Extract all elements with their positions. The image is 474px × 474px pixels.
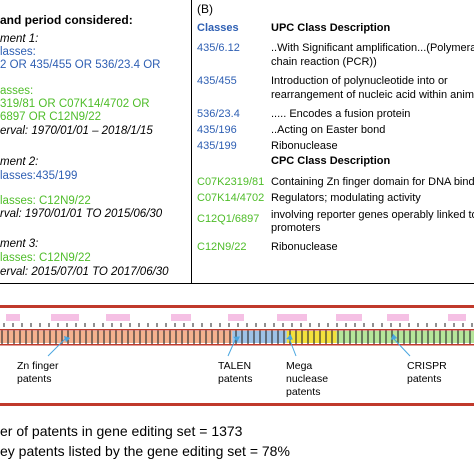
cpc-code: C12N9/22	[197, 241, 247, 253]
exp1-cpc-line1: 319/81 OR C07K14/4702 OR	[0, 98, 150, 110]
cpc-code: C12Q1/6897	[197, 213, 260, 225]
exp3-title: ment 3:	[0, 238, 39, 250]
label-arrows	[47, 334, 411, 357]
patent-strip	[0, 314, 474, 346]
exp2-interval: rval: 1970/01/01 TO 2015/06/30	[0, 208, 163, 220]
pink-block	[336, 314, 362, 321]
crispr-arrow	[390, 334, 411, 357]
talen-label: TALEN patents	[218, 360, 253, 385]
exp1-classes-label: lasses:	[0, 46, 36, 58]
footer-total-patents: er of patents in gene editing set = 1373	[0, 423, 243, 439]
exp2-cpc: lasses: C12N9/22	[0, 195, 91, 207]
bottom-red-border	[0, 403, 474, 406]
exp1-title: ment 1:	[0, 33, 39, 45]
exp1-classes2-label: asses:	[0, 85, 34, 97]
upc-code: 536/23.4	[197, 108, 240, 120]
pink-block	[448, 314, 466, 321]
mega-arrow	[286, 334, 297, 357]
cpc-header: CPC Class Description	[271, 155, 391, 167]
pink-block	[171, 314, 191, 321]
upc-desc: ..With Significant amplification...(Poly…	[271, 42, 474, 54]
cpc-desc: Ribonuclease	[271, 241, 338, 253]
upc-code: 435/6.12	[197, 42, 240, 54]
cpc-desc: promoters	[271, 222, 321, 234]
exp1-interval: erval: 1970/01/01 – 2018/1/15	[0, 125, 153, 137]
left-heading: and period considered:	[0, 13, 133, 27]
upc-desc: Ribonuclease	[271, 140, 338, 152]
zn-finger-label: Zn finger patents	[17, 360, 59, 385]
pink-block	[106, 314, 130, 321]
pink-block	[228, 314, 244, 321]
crispr-label: CRISPR patents	[407, 360, 447, 385]
pink-block	[51, 314, 79, 321]
exp1-cpc-line2: 6897 OR C12N9/22	[0, 111, 102, 123]
panel-b-label: (B)	[197, 2, 213, 16]
panel-divider-vertical	[191, 0, 192, 283]
cpc-code: C07K14/4702	[197, 192, 265, 204]
exp2-classes: lasses:435/199	[0, 170, 78, 182]
band-line-bottom	[0, 344, 474, 346]
upc-desc: ..Acting on Easter bond	[271, 124, 386, 136]
top-red-border	[0, 305, 474, 308]
upc-desc: rearrangement of nucleic acid within ani…	[271, 89, 474, 101]
panel-divider-horizontal	[0, 283, 474, 284]
upc-code: 435/196	[197, 124, 237, 136]
cpc-desc: Containing Zn finger domain for DNA bind…	[271, 176, 474, 188]
upc-code: 435/455	[197, 75, 237, 87]
cpc-desc: involving reporter genes operably linked…	[271, 209, 474, 221]
upc-desc: chain reaction (PCR))	[271, 56, 377, 68]
pink-block	[387, 314, 409, 321]
classes-column-header: Classes	[197, 22, 239, 34]
pink-block	[277, 314, 307, 321]
upc-desc: Introduction of polynucleotide into or	[271, 75, 448, 87]
exp3-interval: erval: 2015/07/01 TO 2017/06/30	[0, 266, 169, 278]
band-line-top	[0, 329, 474, 331]
pink-block	[6, 314, 20, 321]
upc-desc: ..... Encodes a fusion protein	[271, 108, 411, 120]
upc-header: UPC Class Description	[271, 22, 391, 34]
cpc-code: C07K2319/81	[197, 176, 265, 188]
meganuclease-label: Mega nuclease patents	[286, 360, 329, 398]
exp3-cpc: lasses: C12N9/22	[0, 252, 91, 264]
upc-code: 435/199	[197, 140, 237, 152]
talen-arrow	[227, 336, 240, 357]
exp2-title: ment 2:	[0, 156, 39, 168]
cpc-desc: Regulators; modulating activity	[271, 192, 421, 204]
footer-key-patents: ey patents listed by the gene editing se…	[0, 443, 290, 459]
zn-arrow	[47, 335, 71, 357]
exp1-upc-line: 2 OR 435/455 OR 536/23.4 OR	[0, 59, 161, 71]
segment-mega-nuclease	[286, 331, 337, 343]
